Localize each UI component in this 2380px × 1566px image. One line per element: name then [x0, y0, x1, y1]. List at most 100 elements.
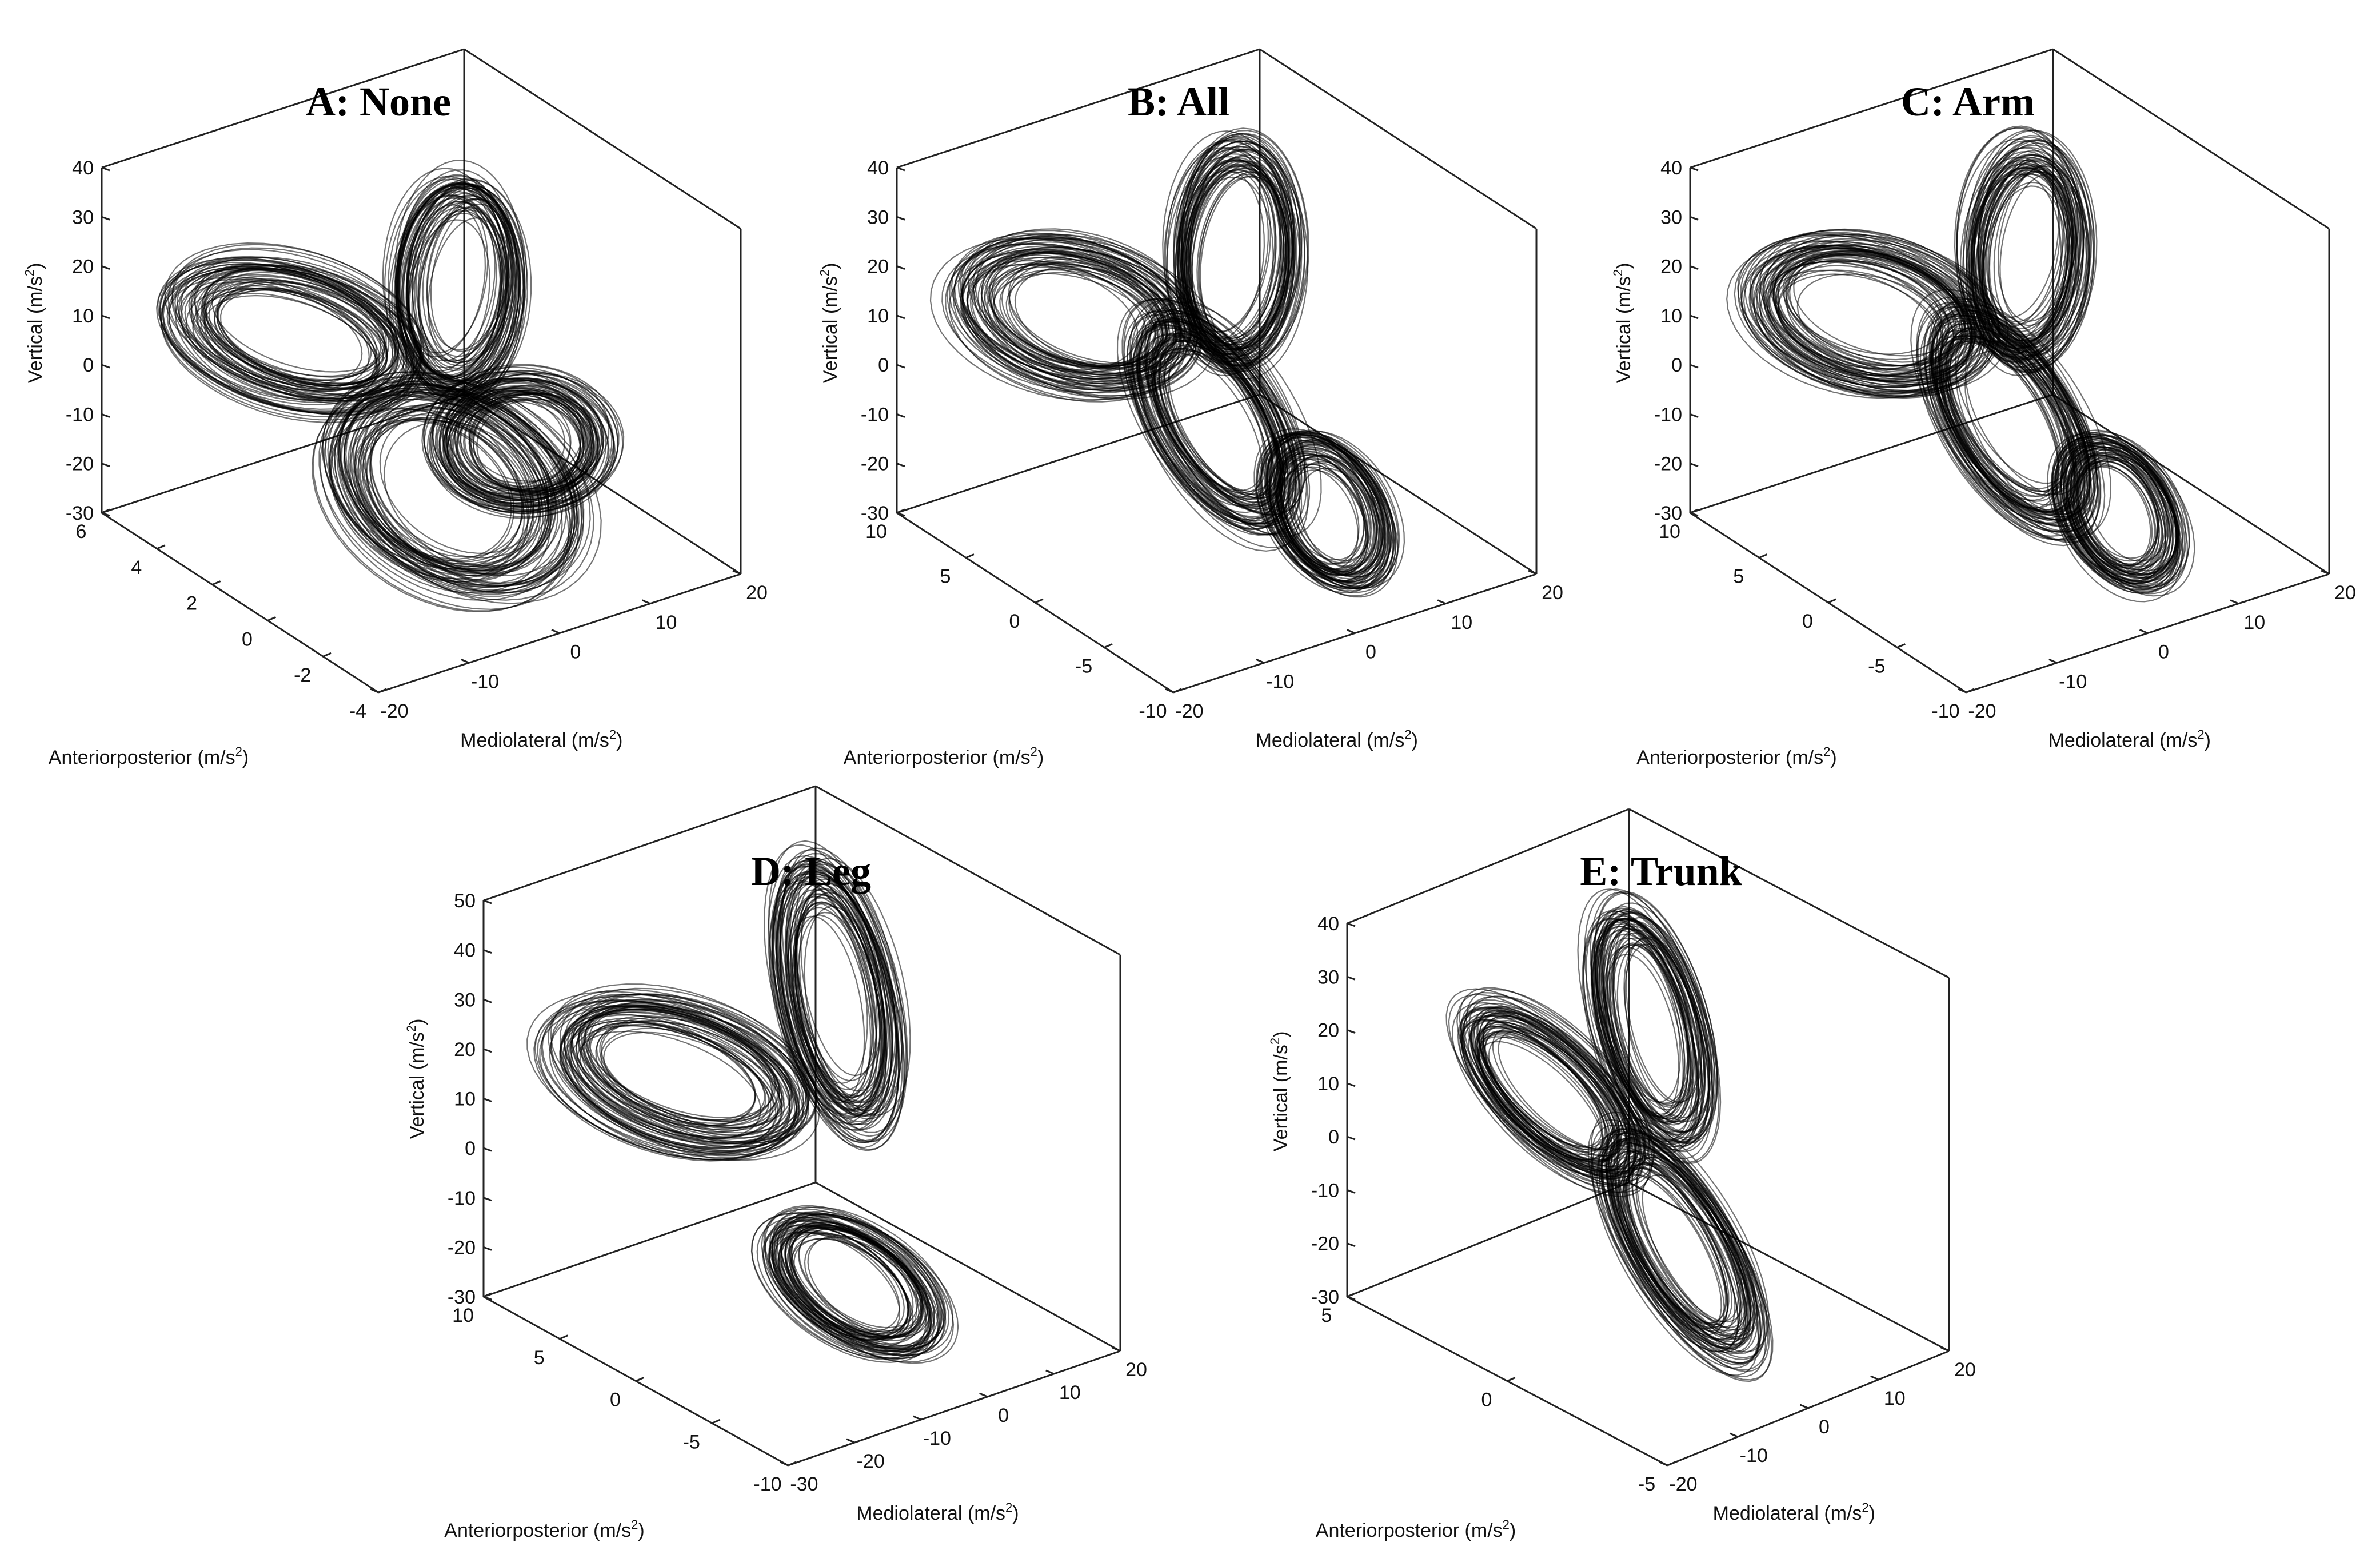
z-tick-label: 30 — [72, 206, 94, 228]
trajectory-loop — [771, 863, 900, 1143]
box-edge — [1347, 808, 1630, 925]
z-tick — [483, 949, 492, 954]
z-tick — [1347, 975, 1356, 981]
trajectory-loop — [194, 264, 400, 386]
trajectory-loop — [2070, 451, 2181, 587]
z-tick — [101, 463, 110, 468]
trajectory-loop — [171, 244, 422, 396]
panel-5: -30 -20 -10 0 10 20 30 40 -5 0 5 -20 -10 0 10 20 Anterio… — [1268, 808, 1976, 1541]
trajectory-loop — [1179, 137, 1290, 345]
box-edge — [1628, 808, 1950, 979]
trajectory-loop — [2076, 465, 2155, 567]
trajectory-loop — [456, 400, 571, 492]
z-tick — [896, 512, 905, 517]
trajectory-loop — [1587, 1119, 1746, 1348]
z-tick-label: 0 — [1671, 354, 1682, 376]
y-tick-label: -5 — [1075, 656, 1092, 678]
z-tick-label: 0 — [878, 354, 889, 376]
trajectory-loop — [1635, 1163, 1752, 1335]
y-tick-label: 2 — [186, 593, 197, 615]
trajectory-loop — [311, 388, 569, 612]
x-tick — [460, 658, 470, 664]
trajectory-series — [1445, 888, 1774, 1382]
trajectory-loop — [1740, 232, 1991, 395]
y-axis-title: Anteriorposterior (m/s2) — [1316, 1517, 1516, 1541]
trajectory-loop — [1594, 918, 1710, 1151]
z-tick-label: -20 — [1654, 453, 1682, 475]
x-tick — [1045, 1369, 1055, 1375]
z-tick — [101, 166, 110, 172]
panel-2: -30 -20 -10 0 10 20 30 40 -10 -5 0 5 10 -20 -10 0 10 20 An… — [817, 48, 1563, 768]
trajectory-loop — [1775, 258, 1950, 367]
z-tick-label: 20 — [1317, 1020, 1339, 1042]
z-tick-label: 40 — [867, 157, 889, 179]
z-tick-label: 10 — [1660, 305, 1682, 327]
trajectory-loop — [362, 393, 549, 559]
x-tick-label: -20 — [380, 700, 408, 722]
x-tick-label: 20 — [2334, 582, 2356, 604]
trajectory-loop — [369, 402, 576, 584]
y-tick-label: -10 — [753, 1473, 781, 1495]
trajectory-loop — [2074, 460, 2160, 569]
z-tick — [1690, 265, 1699, 270]
trajectory-loop — [549, 1004, 804, 1161]
trajectory-series — [929, 127, 1405, 598]
trajectory-loop — [1473, 1006, 1627, 1157]
y-tick — [712, 1418, 721, 1424]
y-tick-label: -5 — [1638, 1473, 1655, 1495]
y-tick — [788, 1461, 797, 1467]
z-tick — [101, 413, 110, 418]
z-tick — [1690, 216, 1699, 221]
trajectory-loop — [1606, 927, 1688, 1104]
box-edge — [101, 393, 465, 514]
trajectory-loop — [324, 393, 523, 569]
z-tick — [1347, 1242, 1356, 1248]
y-tick — [157, 544, 166, 550]
trajectory-loop — [1946, 332, 2064, 489]
z-tick — [896, 413, 905, 418]
y-tick — [965, 553, 975, 559]
trajectory-loop — [764, 1216, 929, 1352]
z-tick-label: 20 — [72, 256, 94, 278]
y-tick — [1759, 553, 1768, 559]
x-tick — [912, 1415, 921, 1421]
box-edge — [101, 512, 379, 694]
x-tick — [1799, 1404, 1809, 1409]
trajectory-series — [1726, 125, 2195, 603]
z-axis-title: Vertical (m/s2) — [404, 1019, 428, 1139]
y-tick-label: -10 — [1931, 700, 1959, 722]
x-tick-label: 20 — [1125, 1359, 1147, 1381]
x-tick — [1256, 658, 1265, 664]
panel-3: -30 -20 -10 0 10 20 30 40 -10 -5 0 5 10 -20 -10 0 10 20 An… — [1611, 48, 2356, 768]
z-tick — [896, 216, 905, 221]
trajectory-loop — [328, 398, 551, 594]
x-tick-label: 20 — [746, 582, 768, 604]
trajectory-loop — [1935, 304, 2112, 538]
z-tick-label: 20 — [867, 256, 889, 278]
trajectory-loop — [1930, 314, 2101, 541]
x-tick — [1940, 1346, 1950, 1352]
trajectory-loop — [1772, 255, 1955, 370]
trajectory-loop — [205, 285, 372, 381]
x-tick-label: -20 — [1175, 700, 1203, 722]
trajectory-loop — [989, 261, 1161, 368]
x-tick-label: -10 — [2059, 671, 2087, 692]
y-tick — [1035, 598, 1044, 604]
z-tick-label: -20 — [861, 453, 889, 475]
z-tick — [896, 166, 905, 172]
trajectory-loop — [1123, 310, 1281, 520]
x-tick — [2048, 658, 2058, 664]
trajectory-loop — [407, 200, 496, 362]
trajectory-loop — [1153, 337, 1273, 496]
x-axis-title: Mediolateral (m/s2) — [1713, 1500, 1875, 1524]
z-tick-label: 10 — [1317, 1073, 1339, 1095]
trajectory-loop — [2073, 466, 2151, 567]
trajectory-loop — [426, 379, 610, 519]
trajectory-loop — [1982, 160, 2074, 336]
y-tick — [635, 1377, 645, 1382]
z-tick-label: -30 — [1654, 503, 1682, 524]
trajectory-loop — [1129, 299, 1307, 535]
x-axis-title: Mediolateral (m/s2) — [856, 1500, 1019, 1524]
trajectory-loop — [2068, 449, 2188, 595]
